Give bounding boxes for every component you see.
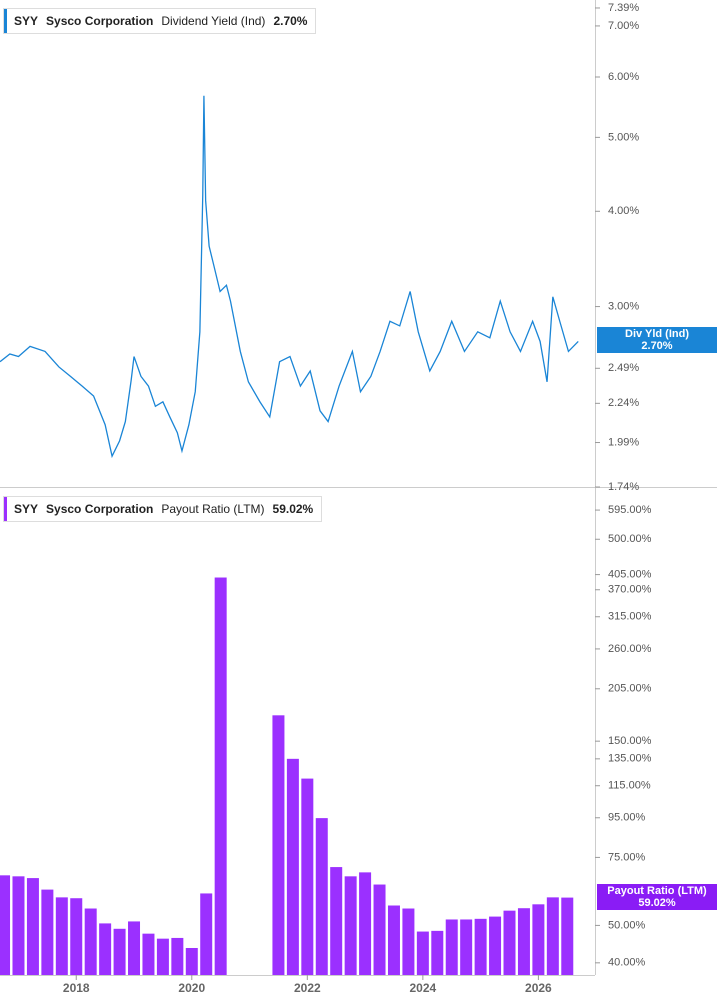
bar bbox=[474, 918, 487, 975]
company: Sysco Corporation bbox=[46, 502, 154, 516]
y-tick-label: 3.00% bbox=[608, 300, 639, 312]
company: Sysco Corporation bbox=[46, 14, 154, 28]
bar bbox=[12, 876, 25, 975]
y-tick-label: 40.00% bbox=[608, 957, 646, 969]
bar bbox=[330, 867, 343, 975]
tag-label: Payout Ratio (LTM) bbox=[607, 884, 707, 897]
bar bbox=[171, 937, 184, 975]
y-tick-label: 6.00% bbox=[608, 71, 639, 83]
bar bbox=[359, 872, 372, 975]
legend-swatch bbox=[4, 497, 7, 521]
y-tick-label: 75.00% bbox=[608, 851, 646, 863]
bar bbox=[142, 933, 155, 975]
bar bbox=[286, 758, 299, 975]
x-tick-label: 2022 bbox=[294, 981, 321, 995]
y-tick-label: 2.49% bbox=[608, 362, 639, 374]
bar bbox=[0, 875, 11, 975]
bar bbox=[185, 947, 198, 975]
y-tick-label: 50.00% bbox=[608, 919, 646, 931]
line bbox=[0, 95, 579, 459]
bar bbox=[128, 921, 141, 975]
bar bbox=[26, 878, 39, 975]
y-tick-label: 135.00% bbox=[608, 753, 652, 765]
y-tick-label: 205.00% bbox=[608, 683, 652, 695]
bar bbox=[387, 905, 400, 975]
bar bbox=[272, 715, 285, 975]
legend: SYY Sysco Corporation Payout Ratio (LTM)… bbox=[3, 496, 323, 522]
y-tick-label: 595.00% bbox=[608, 504, 652, 516]
bar bbox=[200, 893, 213, 975]
y-tick-label: 4.00% bbox=[608, 205, 639, 217]
bar bbox=[517, 908, 530, 975]
y-tick-label: 1.74% bbox=[608, 481, 639, 493]
ticker: SYY bbox=[14, 502, 39, 516]
y-tick-label: 7.00% bbox=[608, 20, 639, 32]
x-tick-label: 2026 bbox=[525, 981, 552, 995]
legend-value: 59.02% bbox=[272, 502, 314, 516]
y-tick-label: 260.00% bbox=[608, 643, 652, 655]
bar bbox=[373, 884, 386, 975]
y-tick-label: 2.24% bbox=[608, 397, 639, 409]
bar bbox=[315, 818, 328, 975]
x-tick-label: 2018 bbox=[63, 981, 90, 995]
bar bbox=[344, 876, 357, 975]
legend-swatch bbox=[4, 9, 7, 33]
legend-value: 2.70% bbox=[273, 14, 308, 28]
bar bbox=[113, 928, 126, 975]
bar bbox=[431, 930, 444, 975]
y-tick-label: 7.39% bbox=[608, 2, 639, 14]
bar bbox=[532, 904, 545, 975]
y-tick-label: 315.00% bbox=[608, 611, 652, 623]
bar bbox=[460, 919, 473, 975]
legend: SYY Sysco Corporation Dividend Yield (In… bbox=[3, 8, 317, 34]
bar bbox=[84, 908, 97, 975]
y-tick-label: 115.00% bbox=[608, 780, 651, 792]
tag-value: 2.70% bbox=[641, 340, 673, 353]
y-tick-label: 1.99% bbox=[608, 436, 639, 448]
bar bbox=[70, 898, 83, 975]
last-value-tag: Payout Ratio (LTM) 59.02% bbox=[597, 883, 717, 910]
bar bbox=[99, 923, 112, 975]
bar bbox=[301, 778, 314, 975]
bar bbox=[445, 919, 458, 975]
ticker: SYY bbox=[14, 14, 39, 28]
y-tick-label: 370.00% bbox=[608, 584, 652, 596]
y-tick-label: 500.00% bbox=[608, 533, 652, 545]
bar bbox=[41, 889, 54, 975]
y-tick-label: 5.00% bbox=[608, 131, 639, 143]
bar bbox=[546, 897, 559, 975]
bar bbox=[503, 910, 516, 975]
legend-label: Payout Ratio (LTM) bbox=[161, 502, 265, 516]
legend-label: Dividend Yield (Ind) bbox=[161, 14, 266, 28]
tag-value: 59.02% bbox=[638, 896, 676, 909]
tag-label: Div Yld (Ind) bbox=[625, 328, 689, 341]
bar bbox=[214, 577, 227, 975]
bar bbox=[55, 897, 68, 975]
x-tick-label: 2020 bbox=[178, 981, 205, 995]
x-tick-label: 2024 bbox=[410, 981, 437, 995]
last-value-tag: Div Yld (Ind) 2.70% bbox=[597, 327, 717, 354]
bar bbox=[402, 908, 415, 975]
bar bbox=[489, 916, 502, 975]
bar bbox=[561, 897, 574, 975]
bar bbox=[156, 938, 169, 975]
y-tick-label: 95.00% bbox=[608, 812, 646, 824]
bar bbox=[416, 931, 429, 975]
y-tick-label: 150.00% bbox=[608, 735, 652, 747]
y-tick-label: 405.00% bbox=[608, 569, 652, 581]
